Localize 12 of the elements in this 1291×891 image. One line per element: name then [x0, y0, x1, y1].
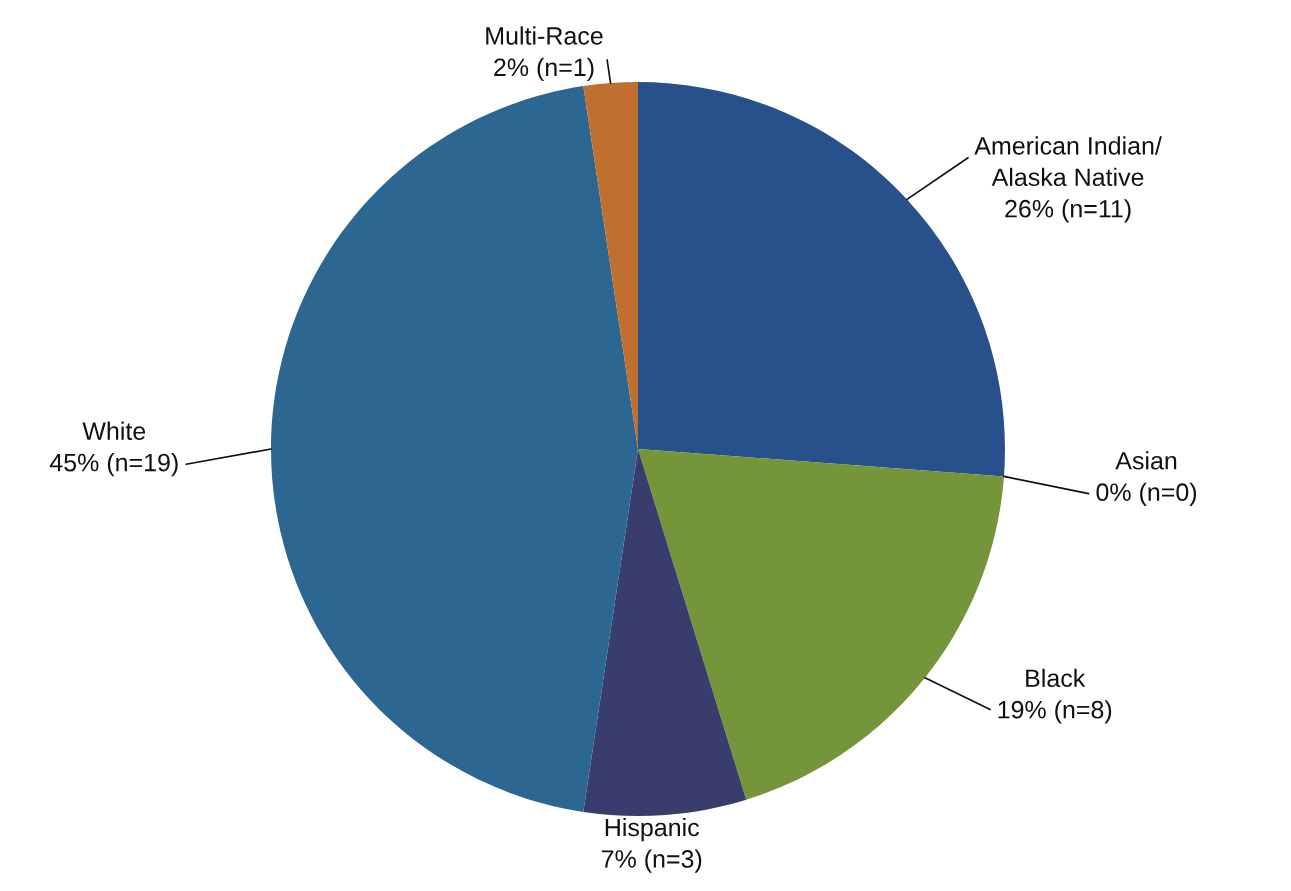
data-label: 26% (n=11) — [1005, 199, 1131, 223]
slice-label: Black — [1026, 668, 1086, 688]
slice-label: Hispanic — [605, 818, 699, 842]
text: 0% (n=0) — [1096, 482, 1197, 506]
slice-label: Multi-Race — [486, 26, 603, 45]
data-label: 2% (n=1) — [494, 57, 594, 82]
data-label: 45% (n=19) — [49, 453, 178, 477]
data-label: 19% (n=8) — [998, 700, 1112, 724]
slice-label: American Indian/ Alaska Native — [974, 136, 1162, 187]
data-label: 7% (n=3) — [601, 849, 702, 873]
slice-label: White — [82, 421, 146, 440]
category-label: Asian — [1115, 451, 1177, 470]
